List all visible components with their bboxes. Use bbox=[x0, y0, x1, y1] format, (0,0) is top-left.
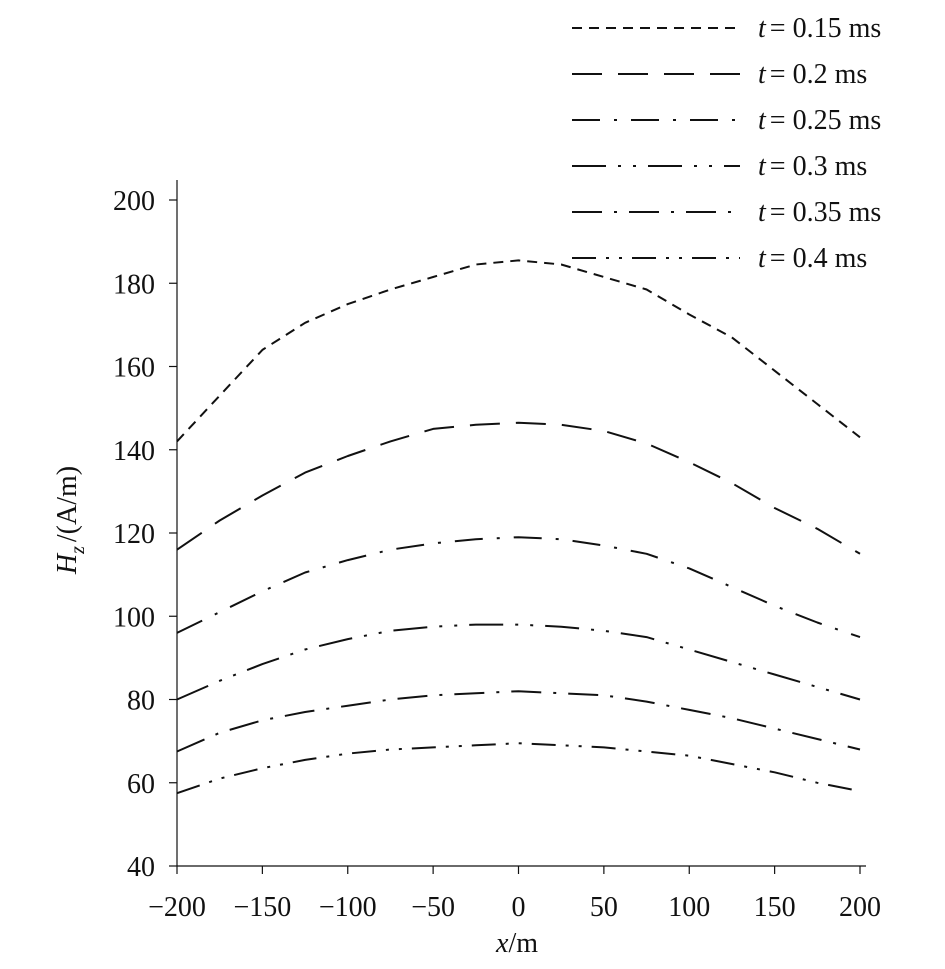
y-axis-label: Hz/(A/m) bbox=[52, 466, 89, 575]
x-tick-label: −50 bbox=[411, 892, 455, 923]
axes: 40 60 80 100 120 140 160 180 200 −200 −150 −100 −50 0… bbox=[113, 180, 881, 923]
legend-label: = 0.3 ms bbox=[770, 151, 867, 182]
y-tick-label: 160 bbox=[113, 353, 155, 384]
y-tick-label: 180 bbox=[113, 269, 155, 300]
series-line-6 bbox=[176, 742, 861, 795]
y-tick-label: 100 bbox=[113, 602, 155, 633]
y-tick-label: 200 bbox=[113, 186, 155, 217]
y-tick-label: 140 bbox=[113, 436, 155, 467]
legend-entry: t = 0.25 ms bbox=[758, 105, 881, 136]
series-line-5 bbox=[176, 690, 861, 753]
legend-entry: t = 0.35 ms bbox=[758, 197, 881, 228]
x-axis-label: x/m bbox=[495, 928, 538, 959]
legend-t-symbol: t bbox=[758, 13, 767, 44]
legend-t-symbol: t bbox=[758, 105, 767, 136]
legend-label: = 0.15 ms bbox=[770, 13, 881, 44]
x-tick-label: 0 bbox=[512, 892, 526, 923]
legend-t-symbol: t bbox=[758, 151, 767, 182]
legend-label: = 0.2 ms bbox=[770, 59, 867, 90]
series-line-1 bbox=[176, 259, 861, 443]
series-line-3 bbox=[176, 536, 861, 639]
legend-t-symbol: t bbox=[758, 243, 767, 274]
x-tick-label: 200 bbox=[839, 892, 881, 923]
y-tick-label: 120 bbox=[113, 519, 155, 550]
y-tick-label: 40 bbox=[127, 852, 155, 883]
legend-entry: t = 0.4 ms bbox=[758, 243, 867, 274]
legend-label: = 0.25 ms bbox=[770, 105, 881, 136]
y-tick-label: 60 bbox=[127, 769, 155, 800]
x-tick-label: 150 bbox=[754, 892, 796, 923]
legend-label: = 0.35 ms bbox=[770, 197, 881, 228]
y-tick-label: 80 bbox=[127, 686, 155, 717]
x-tick-label: −100 bbox=[319, 892, 377, 923]
x-tick-label: 50 bbox=[590, 892, 618, 923]
legend-label: = 0.4 ms bbox=[770, 243, 867, 274]
series-line-2 bbox=[176, 421, 861, 555]
series-lines bbox=[176, 259, 861, 795]
series-line-4 bbox=[176, 623, 861, 701]
legend-t-symbol: t bbox=[758, 59, 767, 90]
x-tick-label: 100 bbox=[668, 892, 710, 923]
x-tick-label: −150 bbox=[233, 892, 291, 923]
axis-labels: x/m Hz/(A/m) bbox=[52, 466, 538, 959]
legend-entry: t = 0.2 ms bbox=[758, 59, 867, 90]
legend-t-symbol: t bbox=[758, 197, 767, 228]
legend: t = 0.15 mst = 0.2 mst = 0.25 mst = 0.3 mst =… bbox=[572, 13, 881, 274]
x-tick-label: −200 bbox=[148, 892, 206, 923]
legend-entry: t = 0.15 ms bbox=[758, 13, 881, 44]
legend-entry: t = 0.3 ms bbox=[758, 151, 867, 182]
